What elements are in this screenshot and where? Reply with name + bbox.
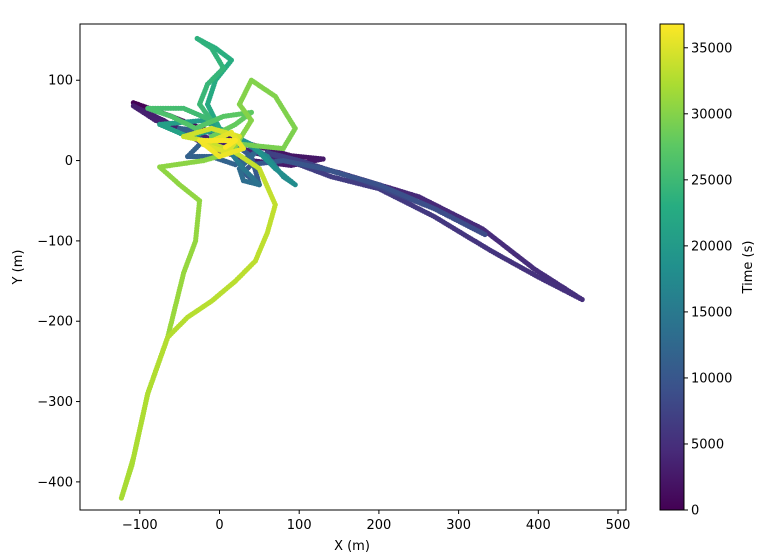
- x-tick-label: 100: [287, 518, 312, 533]
- y-tick-label: −300: [37, 395, 73, 410]
- colorbar: [659, 23, 685, 511]
- x-tick-label: 0: [215, 518, 223, 533]
- colorbar-tick-label: 5000: [691, 437, 724, 452]
- scatter-point: [222, 144, 229, 150]
- colorbar-label: Time (s): [741, 241, 756, 295]
- plot-frame: [79, 23, 627, 511]
- y-tick-label: 100: [48, 74, 73, 89]
- x-tick-label: 400: [526, 518, 551, 533]
- x-tick-label: −100: [122, 518, 158, 533]
- x-axis-label: X (m): [334, 539, 370, 554]
- y-tick-label: 0: [65, 154, 73, 169]
- colorbar-tick-label: 15000: [691, 305, 732, 320]
- colorbar-tick-label: 30000: [691, 107, 732, 122]
- colorbar-tick-label: 35000: [691, 41, 732, 56]
- y-tick-label: −400: [37, 475, 73, 490]
- plot-background: [80, 24, 626, 510]
- colorbar-tick-label: 10000: [691, 371, 732, 386]
- y-tick-label: −200: [37, 315, 73, 330]
- y-tick-label: −100: [37, 234, 73, 249]
- colorbar-ticks: 0 5000 10000 15000 20000 25000 30000 35000: [684, 41, 732, 519]
- x-tick-label: 200: [366, 518, 391, 533]
- y-axis-ticks: −400 −300 −200 −100 0 100: [37, 74, 80, 490]
- colorbar-tick-label: 25000: [691, 173, 732, 188]
- colorbar-tick-label: 20000: [691, 239, 732, 254]
- x-tick-label: 300: [446, 518, 471, 533]
- x-axis-ticks: −100 0 100 200 300 400 500: [122, 510, 631, 533]
- colorbar-tick-label: 0: [691, 504, 699, 519]
- scatter-points: [118, 35, 585, 501]
- x-tick-label: 500: [606, 518, 631, 533]
- y-axis-label: Y (m): [11, 250, 26, 286]
